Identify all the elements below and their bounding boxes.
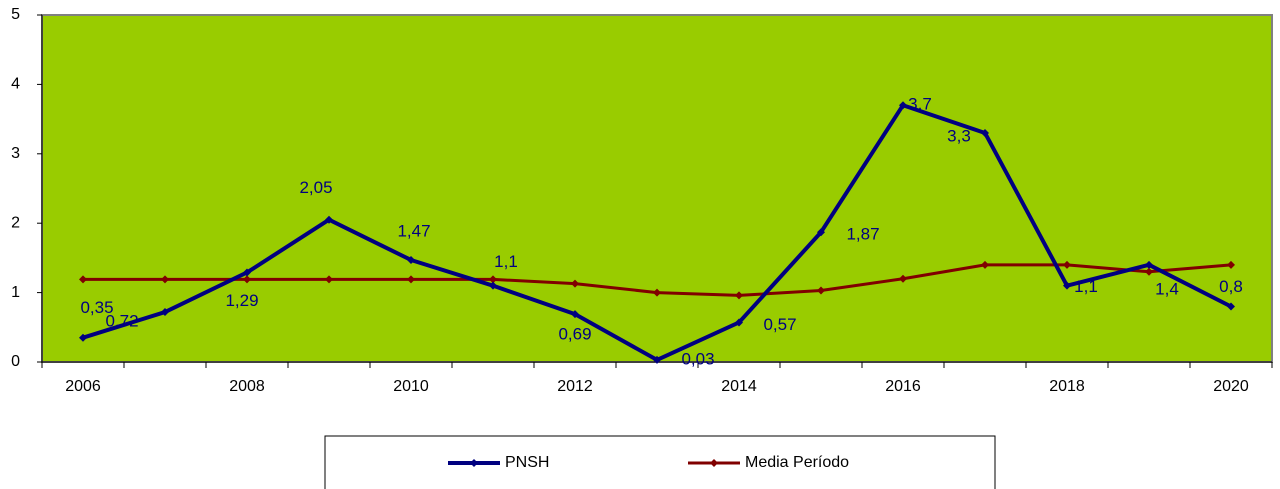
legend-label: PNSH bbox=[505, 454, 549, 471]
data-point bbox=[653, 288, 661, 297]
data-point bbox=[161, 275, 169, 284]
data-label: 1,87 bbox=[846, 225, 879, 244]
data-point bbox=[325, 215, 333, 224]
data-point bbox=[981, 128, 989, 137]
x-tick-label: 2012 bbox=[557, 378, 593, 395]
data-label: 1,1 bbox=[1074, 277, 1098, 296]
data-label: 0,57 bbox=[763, 315, 796, 334]
data-label: 0,8 bbox=[1219, 277, 1243, 296]
x-tick-label: 2008 bbox=[229, 378, 265, 395]
data-point bbox=[325, 275, 333, 284]
data-point bbox=[1227, 302, 1235, 311]
data-label: 0,69 bbox=[558, 325, 591, 344]
x-tick-label: 2014 bbox=[721, 378, 757, 395]
legend-label: Media Período bbox=[745, 454, 849, 471]
y-tick-label: 2 bbox=[11, 214, 20, 231]
data-label: 1,4 bbox=[1155, 279, 1179, 298]
y-tick-label: 1 bbox=[11, 284, 20, 301]
legend-marker bbox=[470, 459, 478, 467]
data-point bbox=[899, 101, 907, 110]
x-tick-label: 2006 bbox=[65, 378, 101, 395]
y-tick-label: 4 bbox=[11, 76, 20, 93]
data-point bbox=[817, 228, 825, 237]
data-point bbox=[243, 268, 251, 277]
data-label: 0,03 bbox=[681, 349, 714, 368]
x-tick-label: 2020 bbox=[1213, 378, 1249, 395]
x-tick-label: 2010 bbox=[393, 378, 429, 395]
data-point bbox=[1145, 267, 1153, 276]
x-tick-label: 2016 bbox=[885, 378, 921, 395]
y-tick-label: 0 bbox=[11, 353, 20, 370]
data-point bbox=[981, 260, 989, 269]
data-point bbox=[571, 310, 579, 319]
data-label: 1,29 bbox=[225, 291, 258, 310]
legend-marker bbox=[710, 459, 718, 467]
data-point bbox=[571, 279, 579, 288]
data-label: 2,05 bbox=[299, 178, 332, 197]
data-label: 0,72 bbox=[105, 312, 138, 331]
y-tick-label: 3 bbox=[11, 145, 20, 162]
data-point bbox=[79, 275, 87, 284]
data-point bbox=[1145, 260, 1153, 269]
data-label: 0,35 bbox=[80, 298, 113, 317]
legend-box bbox=[324, 435, 996, 489]
data-point bbox=[161, 308, 169, 317]
data-point bbox=[1063, 260, 1071, 269]
data-point bbox=[489, 275, 497, 284]
data-point bbox=[1063, 281, 1071, 290]
data-label: 1,47 bbox=[397, 221, 430, 240]
data-point bbox=[243, 275, 251, 284]
plot-area bbox=[41, 14, 1273, 363]
x-tick-label: 2018 bbox=[1049, 378, 1085, 395]
data-point bbox=[653, 355, 661, 364]
data-point bbox=[1227, 260, 1235, 269]
data-point bbox=[407, 255, 415, 264]
data-point bbox=[735, 318, 743, 327]
data-point bbox=[735, 291, 743, 300]
data-label: 3,3 bbox=[947, 126, 971, 145]
data-point bbox=[79, 333, 87, 342]
data-label: 3,7 bbox=[908, 95, 932, 114]
data-point bbox=[899, 274, 907, 283]
data-label: 1,1 bbox=[494, 252, 518, 271]
data-point bbox=[407, 275, 415, 284]
data-point bbox=[817, 286, 825, 295]
data-point bbox=[489, 281, 497, 290]
y-tick-label: 5 bbox=[11, 6, 20, 23]
